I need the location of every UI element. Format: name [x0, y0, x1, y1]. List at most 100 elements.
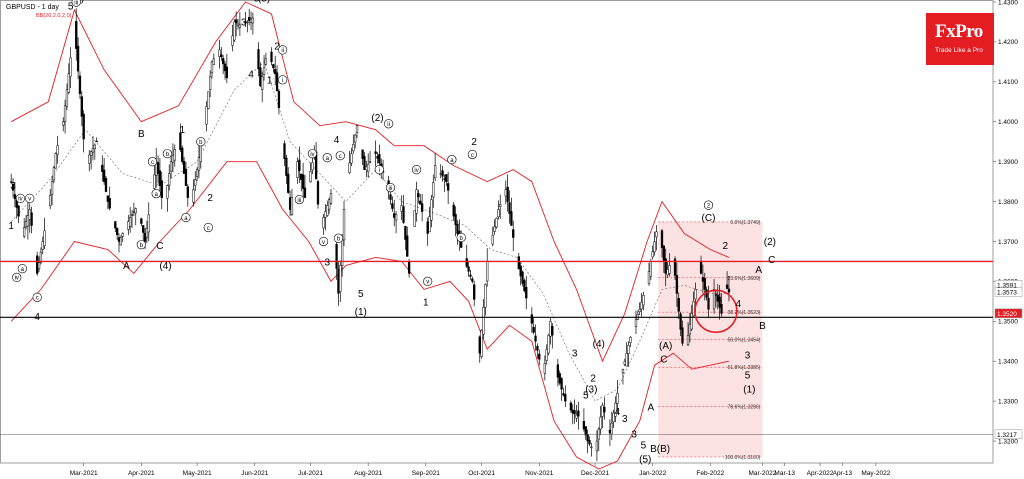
candle-body [530, 314, 533, 324]
candle-body [675, 275, 679, 294]
candle-body [11, 183, 15, 191]
candle-body [106, 195, 110, 202]
y-tick-label: 1.3900 [998, 159, 1018, 166]
candle-body [67, 73, 70, 93]
wave-label: B [138, 129, 145, 140]
wave-label: b [140, 243, 144, 249]
candle [337, 261, 340, 306]
candle [560, 377, 563, 401]
wave-label: (4) [159, 261, 171, 272]
candle-body [166, 185, 169, 199]
candle [261, 71, 264, 103]
candle [324, 204, 327, 231]
candle-body [329, 193, 333, 204]
candle-body [374, 151, 377, 154]
candle [660, 229, 664, 258]
candle [675, 262, 679, 307]
candle-body [116, 228, 119, 236]
candle [145, 220, 149, 244]
bollinger-middle [10, 61, 729, 402]
candle-body [452, 204, 455, 217]
candle [608, 419, 612, 446]
wave-label: (A) [659, 341, 672, 352]
candle-body [610, 422, 613, 435]
candle-body [259, 67, 262, 87]
wave-label: 5 [641, 441, 647, 452]
wave-label: c [339, 154, 342, 160]
wave-label: 3 [572, 349, 578, 360]
candle [534, 324, 537, 351]
candle-body [36, 255, 39, 274]
candle [367, 153, 370, 178]
candle-body [80, 96, 83, 117]
candle-body [41, 241, 44, 250]
wave-label: (1) [743, 385, 755, 396]
candle [326, 200, 329, 217]
wave-label-circle [411, 165, 422, 175]
wave-label: iv [18, 197, 22, 203]
candle [419, 194, 422, 205]
candle [636, 310, 639, 321]
candle [290, 188, 294, 216]
candle-body [348, 162, 351, 173]
wave-label: 2 [722, 241, 728, 252]
candle [616, 379, 619, 414]
candle-body [26, 215, 30, 227]
candle [504, 180, 507, 205]
candle [456, 220, 459, 245]
candle [220, 47, 223, 61]
wave-label: 2 [707, 203, 711, 209]
candle-body [406, 235, 409, 257]
wave-label: (2) [371, 113, 383, 124]
candle [251, 12, 255, 35]
candle-body [17, 205, 20, 217]
candle-body [186, 186, 189, 198]
candle [43, 217, 46, 250]
wave-label: 3 [622, 414, 628, 425]
candle [543, 355, 546, 381]
candle-body [445, 174, 448, 182]
candle-body [277, 90, 281, 109]
candle [322, 213, 325, 235]
candle [720, 293, 723, 317]
candle [233, 19, 236, 42]
candle-body [88, 154, 91, 164]
fib-level-label: 78.6%(1.3286) [728, 405, 761, 411]
candle-body [142, 225, 145, 233]
candle-body [62, 121, 65, 126]
wave-label-circle [32, 292, 42, 302]
candle [257, 42, 260, 77]
wave-label: (3) [585, 385, 597, 396]
candle [640, 292, 643, 317]
candle [590, 442, 593, 457]
candle [573, 399, 576, 424]
candle [173, 144, 176, 167]
candle-body [703, 277, 706, 290]
candle [577, 401, 580, 430]
candle-body [668, 265, 671, 274]
candle-body [523, 280, 526, 291]
candle [287, 167, 290, 194]
candle-body [608, 429, 612, 434]
candle-body [547, 335, 550, 354]
candle [391, 196, 394, 212]
wave-label: a [450, 158, 454, 164]
wave-label: 5 [358, 289, 364, 300]
candle [599, 405, 602, 435]
candle [551, 323, 554, 349]
candle [603, 397, 606, 420]
candle-body [407, 261, 411, 274]
candle [404, 225, 407, 250]
candle [54, 152, 57, 169]
candle [140, 217, 143, 227]
candle [114, 220, 117, 233]
candle [662, 245, 666, 273]
candle-body [497, 209, 500, 218]
candle [612, 409, 615, 429]
candle [355, 124, 359, 139]
candle [625, 342, 628, 367]
candle-body [95, 140, 98, 143]
wave-label-circle [447, 155, 457, 165]
candle [512, 220, 515, 252]
wave-label: iv [15, 276, 19, 282]
